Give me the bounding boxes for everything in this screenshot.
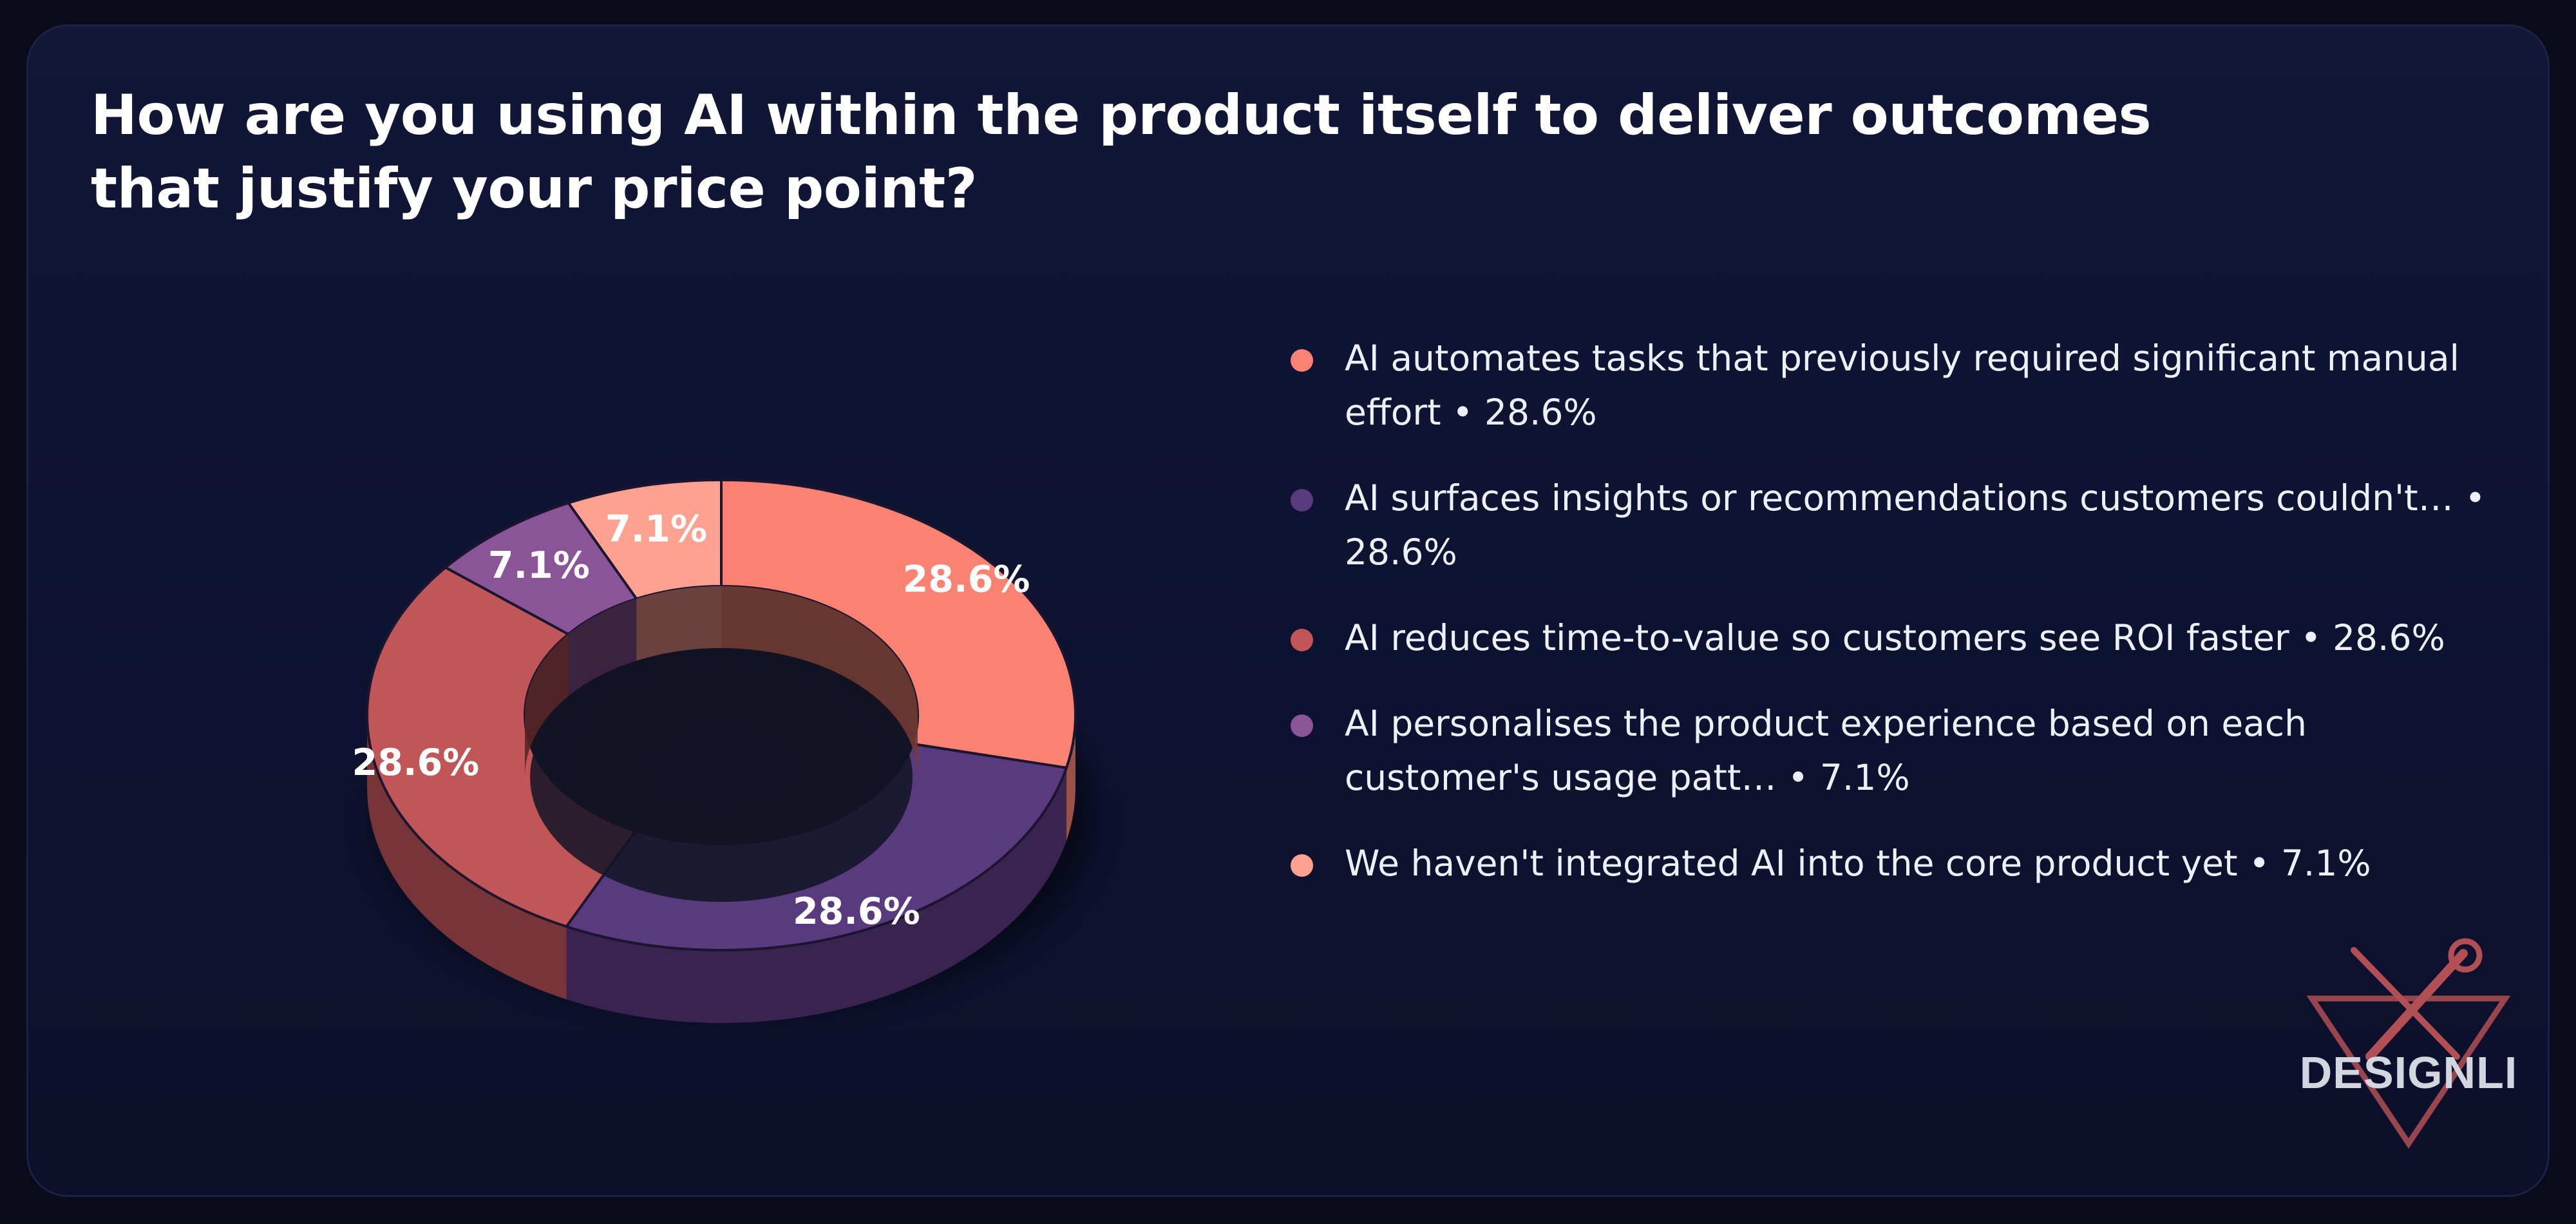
legend-label: AI surfaces insights or recommendations … [1345,477,2486,573]
designli-logo: DESIGNLI [2286,937,2531,1156]
slice-value-label: 28.6% [352,741,480,784]
legend-label: We haven't integrated AI into the core p… [1345,843,2371,884]
legend-item: AI reduces time-to-value so customers se… [1288,611,2512,665]
donut-inner-wall [568,598,637,696]
legend-color-dot [1291,714,1313,737]
chart-legend: AI automates tasks that previously requi… [1288,331,2512,922]
legend-color-dot [1291,489,1313,512]
legend-item: AI automates tasks that previously requi… [1288,331,2512,439]
page-title: How are you using AI within the product … [91,83,2152,221]
legend-item: We haven't integrated AI into the core p… [1288,836,2512,890]
donut-inner-wall [721,586,918,778]
legend-color-dot [1291,629,1313,651]
legend-item: AI personalises the product experience b… [1288,696,2512,805]
legend-color-dot [1291,854,1313,877]
donut-inner-wall [525,634,569,778]
donut-hole-floor [530,652,913,903]
legend-label: AI automates tasks that previously requi… [1345,338,2459,433]
donut-inner-wall [636,586,721,661]
legend-label: AI reduces time-to-value so customers se… [1345,617,2445,658]
wrench-screwdriver-triangle-icon [2306,938,2511,1149]
slice-value-label: 7.1% [605,508,707,550]
legend-label: AI personalises the product experience b… [1345,703,2307,798]
legend-color-dot [1291,349,1313,372]
donut-side-wall [566,767,1066,1024]
slice-value-label: 28.6% [793,890,920,933]
slice-value-label: 7.1% [488,544,590,587]
legend-item: AI surfaces insights or recommendations … [1288,471,2512,579]
slice-value-label: 28.6% [903,558,1030,600]
logo-text: DESIGNLI [2299,1047,2518,1098]
donut-side-wall [367,715,567,1000]
